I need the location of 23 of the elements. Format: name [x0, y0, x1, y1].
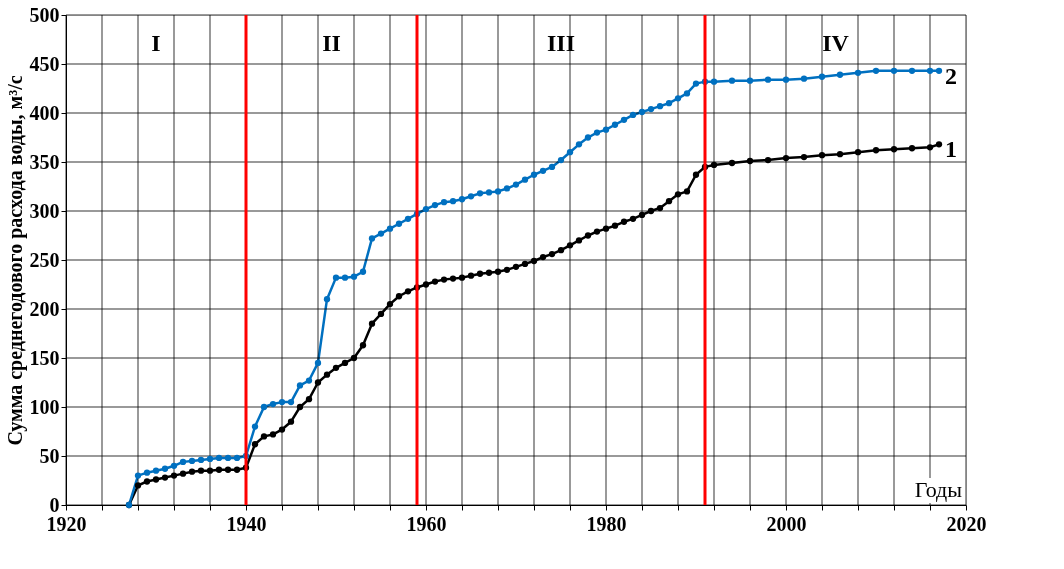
y-axis-title: Сумма среднегодового расхода воды, м³/с	[3, 75, 27, 446]
x-axis-title: Годы	[914, 477, 963, 502]
annotation: II	[322, 30, 341, 57]
x-tick-label: 2000	[766, 512, 807, 535]
y-tick-label: 250	[29, 248, 60, 271]
x-tick-label: 1960	[406, 512, 447, 535]
y-tick-label: 50	[39, 444, 60, 467]
x-tick-label: 1940	[226, 512, 267, 535]
y-tick-label: 300	[29, 199, 60, 222]
y-tick-label: 150	[29, 346, 60, 369]
series-label: 2	[945, 62, 957, 89]
y-tick-label: 350	[29, 150, 60, 173]
annotation: III	[546, 30, 576, 57]
annotation: IV	[822, 30, 850, 57]
x-tick-label: 2020	[946, 512, 987, 535]
series-label: 1	[945, 136, 957, 163]
y-tick-label: 200	[29, 297, 60, 320]
y-tick-label: 100	[29, 395, 60, 418]
y-tick-label: 500	[29, 3, 60, 26]
annotation: I	[151, 30, 161, 57]
x-tick-label: 1980	[586, 512, 627, 535]
y-tick-label: 400	[29, 101, 60, 124]
y-tick-label: 450	[29, 52, 60, 75]
